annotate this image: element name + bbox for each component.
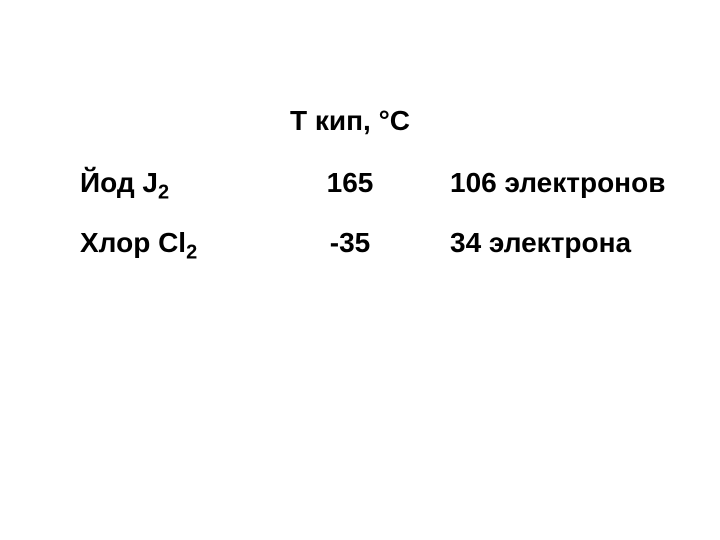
element-subscript: 2 bbox=[186, 241, 197, 263]
element-name-iodine: Йод J2 bbox=[80, 167, 280, 205]
column-header-temperature: Т кип, °С bbox=[280, 105, 420, 137]
electron-count: 34 электрона bbox=[420, 227, 631, 259]
element-name-text: Йод J bbox=[80, 167, 158, 198]
electron-count: 106 электронов bbox=[420, 167, 665, 199]
header-spacer bbox=[80, 105, 280, 137]
element-name-text: Хлор Cl bbox=[80, 227, 186, 258]
table-row: Хлор Cl2 -35 34 электрона bbox=[80, 227, 670, 265]
element-subscript: 2 bbox=[158, 182, 169, 204]
temperature-value: -35 bbox=[280, 227, 420, 259]
element-name-chlorine: Хлор Cl2 bbox=[80, 227, 280, 265]
chemistry-table: Т кип, °С Йод J2 165 106 электронов Хлор… bbox=[80, 105, 670, 286]
temperature-value: 165 bbox=[280, 167, 420, 199]
table-row: Йод J2 165 106 электронов bbox=[80, 167, 670, 205]
table-header-row: Т кип, °С bbox=[80, 105, 670, 137]
